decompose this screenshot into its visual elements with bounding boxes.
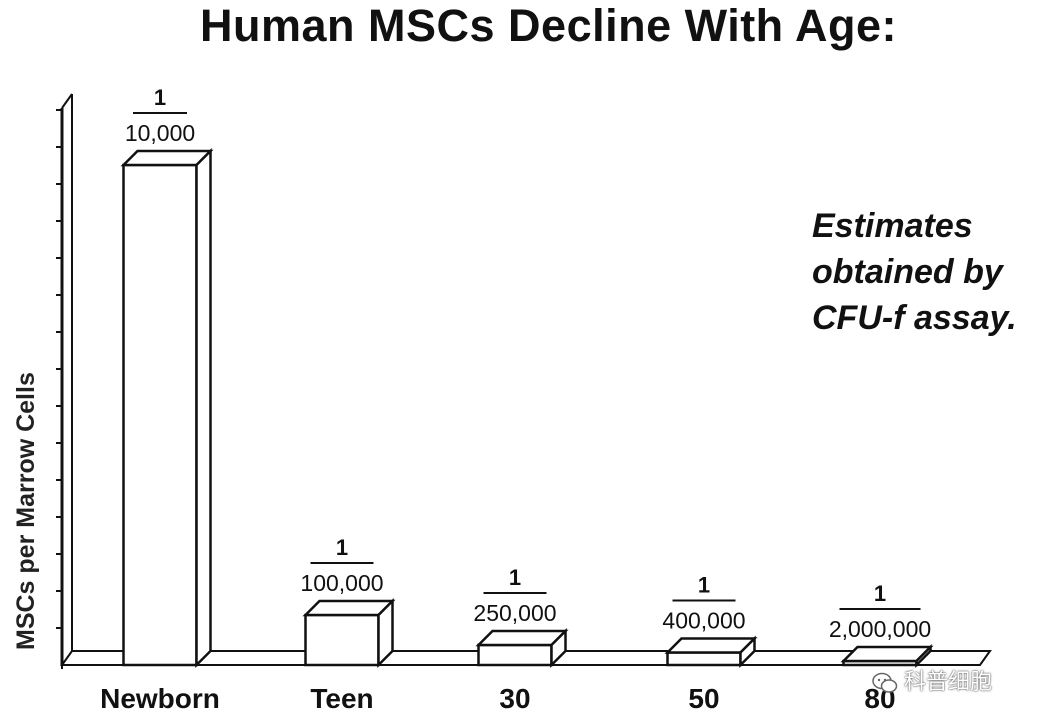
bar bbox=[304, 613, 380, 667]
bar-side-face bbox=[195, 147, 212, 669]
annotation-line: obtained by bbox=[812, 253, 1003, 291]
x-tick-label: 50 bbox=[688, 683, 719, 714]
bar bbox=[666, 651, 742, 667]
x-tick-label: Teen bbox=[310, 683, 373, 714]
y-axis-top-edge bbox=[61, 93, 73, 109]
data-label-numerator: 1 bbox=[874, 581, 886, 606]
annotation-line: CFU-f assay. bbox=[812, 299, 1017, 337]
bar-side-face bbox=[739, 635, 756, 669]
annotation-text: Estimates obtained by CFU-f assay. bbox=[812, 203, 1017, 341]
chart-title: Human MSCs Decline With Age: bbox=[200, 0, 897, 51]
bar-side-face bbox=[377, 597, 394, 669]
watermark-text: 科普细胞 bbox=[904, 669, 993, 694]
data-label-denominator: 2,000,000 bbox=[829, 616, 931, 642]
data-label-numerator: 1 bbox=[698, 573, 710, 598]
data-label-denominator: 100,000 bbox=[300, 570, 383, 596]
bar bbox=[477, 643, 553, 667]
x-tick-label: Newborn bbox=[100, 683, 220, 714]
wechat-icon bbox=[872, 672, 898, 693]
bar-side-face bbox=[915, 643, 932, 669]
data-label-denominator: 250,000 bbox=[473, 600, 556, 626]
data-label-numerator: 1 bbox=[336, 535, 348, 560]
data-label-denominator: 400,000 bbox=[662, 608, 745, 634]
x-tick-label: 30 bbox=[499, 683, 530, 714]
watermark: 科普细胞 bbox=[872, 664, 992, 696]
bar bbox=[122, 163, 198, 667]
bar-side-face bbox=[550, 627, 567, 669]
data-label-numerator: 1 bbox=[154, 85, 166, 110]
data-label-numerator: 1 bbox=[509, 565, 521, 590]
annotation-line: Estimates bbox=[812, 207, 973, 245]
data-label-denominator: 10,000 bbox=[125, 120, 195, 146]
